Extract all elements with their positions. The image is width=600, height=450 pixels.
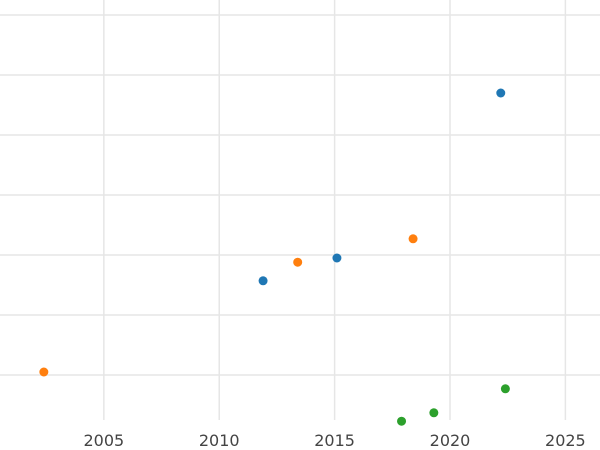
x-tick-label: 2010 <box>199 431 240 450</box>
data-points <box>39 88 510 426</box>
data-point <box>500 384 510 394</box>
x-tick-label: 2025 <box>545 431 586 450</box>
x-tick-label: 2015 <box>314 431 355 450</box>
data-point <box>397 416 407 426</box>
data-point <box>429 408 439 418</box>
data-point <box>332 253 342 263</box>
data-point <box>496 88 506 98</box>
data-point <box>408 234 418 244</box>
x-tick-label: 2005 <box>83 431 124 450</box>
x-axis-ticks: 2005 2010 2015 2020 2025 <box>83 431 585 450</box>
x-tick-label: 2020 <box>430 431 471 450</box>
data-point <box>258 276 268 286</box>
grid <box>0 0 600 420</box>
data-point <box>293 257 303 267</box>
data-point <box>39 367 49 377</box>
